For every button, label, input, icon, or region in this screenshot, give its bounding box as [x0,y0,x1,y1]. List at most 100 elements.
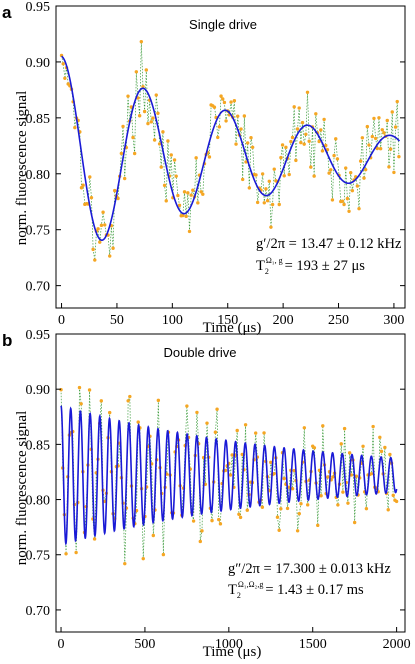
data-point [99,223,104,228]
data-point [191,188,195,192]
data-point [386,508,390,512]
axes-b: 0 500 1000 1500 2000 0.70 0.75 0.80 0.85 0.90 0.95 [26,328,411,652]
data-point [156,111,160,115]
data-point [184,214,188,219]
data-point [357,206,361,211]
data-point [245,508,249,512]
data-point [122,176,127,181]
data-point [331,475,335,479]
data-point [91,247,95,252]
data-point [222,100,227,105]
data-point [191,519,196,523]
data-point [159,165,163,169]
data-point [285,506,290,511]
data-point [230,453,234,457]
data-point [108,254,112,258]
data-point [235,428,239,433]
data-point [187,229,192,234]
data-point [181,213,185,218]
data-point [379,449,384,454]
data-point [237,512,241,516]
data-point [262,201,266,205]
data-point [312,446,317,450]
data-point [265,199,270,203]
x-tick-label: 250 [328,313,349,328]
data-point [232,99,237,103]
data-point [107,410,112,415]
data-point [335,157,340,161]
data-point [177,203,182,208]
data-point [369,472,374,476]
data-point [272,471,276,476]
data-point [113,188,117,193]
data-point [111,246,115,250]
x-tick-label: 1500 [299,637,327,652]
data-point [236,114,240,118]
data-point [217,517,221,522]
data-point [87,388,92,392]
x-tick-label: 300 [383,313,404,328]
data-point [146,121,150,126]
data-point [98,240,102,244]
data-point [284,145,288,150]
axes-a: 0 50 100 150 200 250 300 0.70 0.75 0.80 0.85 0.90 0.… [26,0,406,328]
data-point [340,199,345,203]
y-tick-label: 0.80 [26,168,51,183]
fit-curve-b [60,405,398,546]
data-point [229,100,233,104]
data-point [347,451,352,455]
chart-title-a: Single drive [189,17,257,32]
data-point [354,474,359,478]
data-point [213,430,218,434]
y-tick-label: 0.85 [26,438,51,453]
y-tick-label: 0.75 [26,549,51,564]
data-point [295,127,300,131]
data-point [370,134,375,139]
data-point [245,141,250,145]
data-point [361,444,365,448]
y-tick-label: 0.70 [26,280,51,295]
data-point [189,193,193,197]
data-point [305,90,310,94]
data-point [373,136,378,141]
data-point [128,394,132,399]
data-point [151,116,155,120]
data-point [377,116,381,120]
data-point [164,199,168,203]
data-point [123,561,127,566]
data-point [198,539,202,544]
data-point [240,177,245,182]
y-tick-label: 0.85 [26,112,51,127]
data-point [345,196,350,201]
data-point [196,201,200,205]
data-point [149,120,153,124]
data-point [157,142,162,146]
y-tick-label: 0.75 [26,224,51,239]
panel-b: b norm. fluorescence signal Time (μs) Do… [2,328,411,660]
data-point [73,125,77,130]
data-point [239,127,243,131]
data-point [314,112,318,116]
data-point [346,501,350,505]
data-point [254,173,258,177]
data-point [378,147,383,151]
data-point [59,388,63,392]
data-point [79,402,83,406]
data-point [393,125,398,129]
data-point [360,136,365,140]
data-point [93,258,97,262]
data-point [223,468,228,473]
panel-label-a: a [2,3,12,22]
data-point [387,165,391,169]
data-point [394,499,399,504]
y-tick-label: 0.80 [26,494,51,509]
data-point [279,155,283,160]
data-point [221,97,225,101]
data-point [305,503,310,507]
data-point [162,183,167,188]
data-point [186,191,190,195]
data-point [144,68,148,72]
data-point [219,94,223,98]
data-point [319,128,323,132]
